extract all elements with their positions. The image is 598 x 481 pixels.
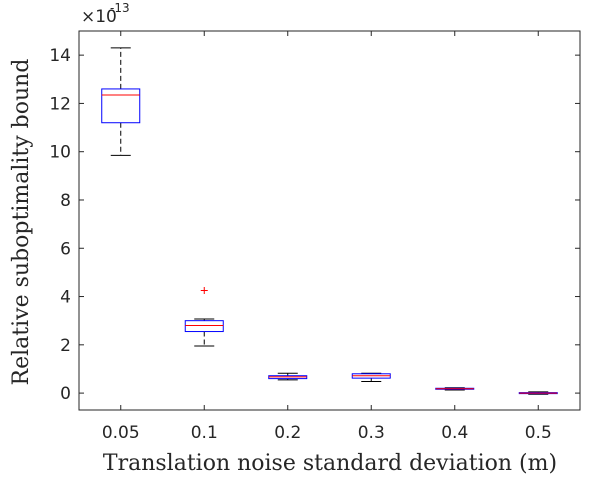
box-group xyxy=(351,372,391,383)
x-axis-ticks: 0.05 0.1 0.2 0.3 0.4 0.5 xyxy=(102,31,552,443)
x-tick-label: 0.5 xyxy=(525,423,552,443)
box-group xyxy=(268,372,308,381)
x-tick-label: 0.2 xyxy=(274,423,301,443)
y-tick-label: 0 xyxy=(60,384,71,404)
x-tick-label: 0.3 xyxy=(358,423,385,443)
x-tick-label: 0.05 xyxy=(102,423,140,443)
box-group xyxy=(184,287,224,347)
x-tick-label: 0.4 xyxy=(441,423,468,443)
y-exponent-base: ×10 xyxy=(81,7,117,27)
boxes-layer xyxy=(101,47,558,395)
y-tick-label: 6 xyxy=(60,239,71,259)
box-rect xyxy=(101,88,141,124)
y-exponent-power: -13 xyxy=(110,1,130,15)
x-tick-label: 0.1 xyxy=(191,423,218,443)
y-tick-label: 2 xyxy=(60,336,71,356)
plot-area xyxy=(78,30,581,411)
y-tick-label: 12 xyxy=(49,94,71,114)
axes-frame xyxy=(78,30,581,411)
box-group xyxy=(435,387,475,391)
box-group xyxy=(518,391,558,395)
y-axis-label: Relative suboptimality bound xyxy=(9,59,34,386)
y-tick-label: 8 xyxy=(60,191,71,211)
y-axis-ticks: 0 2 4 6 8 10 12 14 xyxy=(49,46,580,404)
outlier-marker xyxy=(200,287,208,295)
y-tick-label: 14 xyxy=(49,46,71,66)
y-tick-label: 10 xyxy=(49,143,71,163)
box-group xyxy=(101,47,141,156)
box-rect xyxy=(184,320,224,333)
y-tick-label: 4 xyxy=(60,288,71,308)
x-axis-label: Translation noise standard deviation (m) xyxy=(103,451,557,476)
